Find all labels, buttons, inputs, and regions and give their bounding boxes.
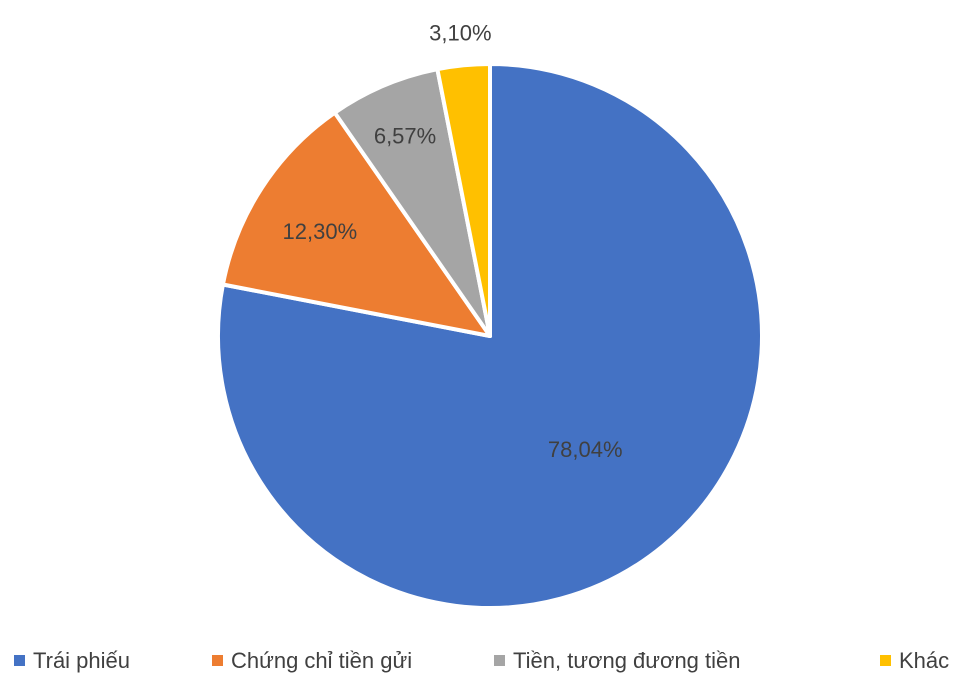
legend-label-2: Chứng chỉ tiền gửi: [231, 648, 412, 673]
legend-item-1: Trái phiếu: [14, 648, 130, 673]
pie-slice-2: [220, 110, 492, 338]
legend-swatch-1: [14, 655, 25, 666]
pie-slice-4: [435, 62, 492, 338]
pie-slice-1: [216, 62, 764, 610]
data-label-3: 6,57%: [374, 123, 436, 148]
legend-swatch-3: [494, 655, 505, 666]
data-labels: 78,04% 12,30% 6,57% 3,10%: [283, 21, 623, 463]
legend-item-2: Chứng chỉ tiền gửi: [212, 648, 412, 673]
legend: Trái phiếu Chứng chỉ tiền gửi Tiền, tương …: [14, 648, 949, 673]
pie-slices: [216, 62, 764, 610]
legend-item-3: Tiền, tương đương tiền: [494, 648, 741, 673]
data-label-1: 78,04%: [548, 437, 623, 462]
pie-slice-3: [332, 67, 492, 338]
legend-label-1: Trái phiếu: [33, 648, 130, 673]
legend-swatch-4: [880, 655, 891, 666]
legend-item-4: Khác: [880, 648, 949, 673]
data-label-4: 3,10%: [429, 21, 491, 46]
legend-label-3: Tiền, tương đương tiền: [513, 648, 741, 673]
data-label-2: 12,30%: [283, 219, 358, 244]
legend-label-4: Khác: [899, 648, 949, 673]
legend-swatch-2: [212, 655, 223, 666]
